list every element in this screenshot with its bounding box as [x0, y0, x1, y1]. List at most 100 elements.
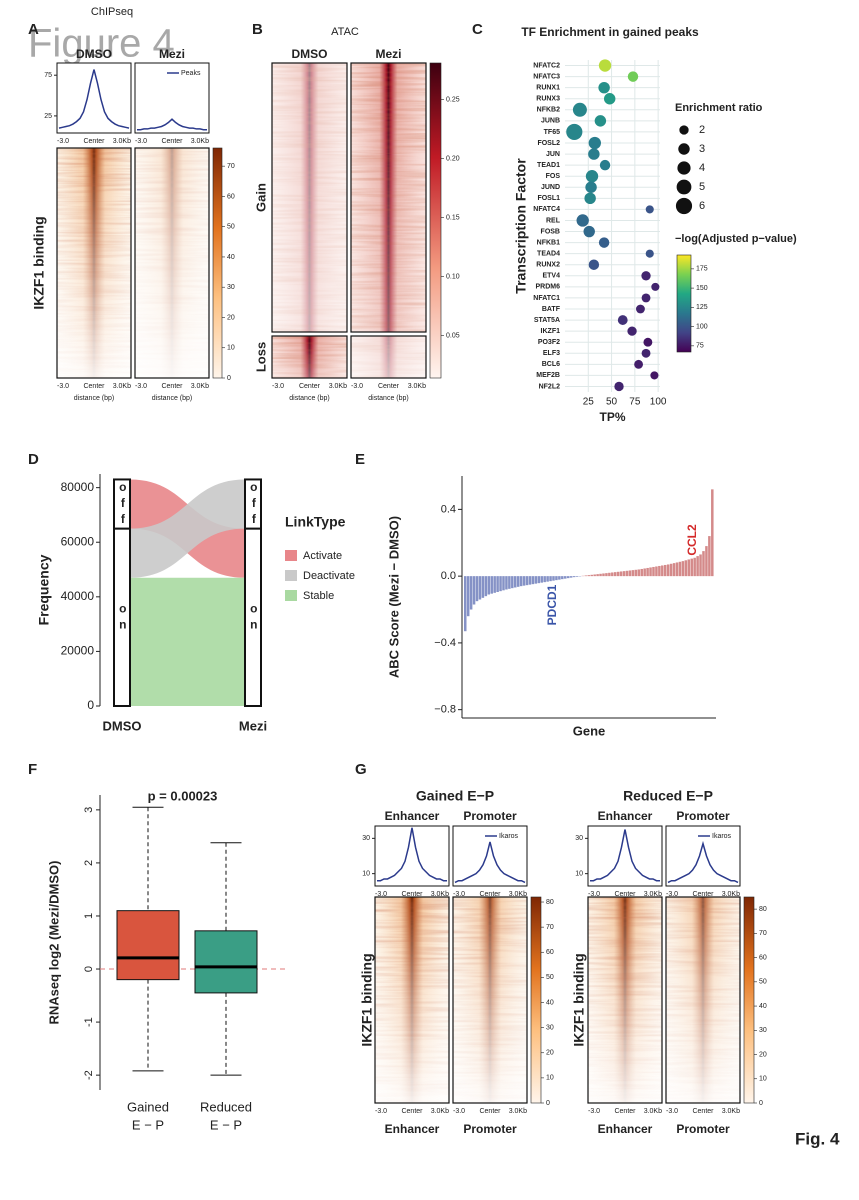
- y-tick-label: 40000: [61, 589, 95, 603]
- heatmap-texture: [666, 897, 740, 1103]
- y-tick-label: PO3F2: [538, 339, 560, 346]
- column-title: DMSO: [292, 47, 328, 61]
- bar: [611, 572, 614, 577]
- y-tick-label: NFATC1: [533, 295, 560, 302]
- colorbar-tick-label: 40: [759, 1003, 767, 1010]
- y-tick-label: FOSL1: [537, 195, 560, 202]
- y-tick-label: JUN: [546, 151, 560, 158]
- colorbar: [743, 896, 755, 1104]
- panel-letter: B: [252, 21, 263, 38]
- bar: [564, 576, 567, 579]
- y-tick-label: 30: [575, 835, 583, 842]
- heatmap-texture: [272, 336, 347, 378]
- dot: [636, 304, 645, 314]
- heatmap-texture: [351, 63, 426, 332]
- column-bottom-label: Promoter: [676, 1122, 730, 1136]
- legend-size-dot: [678, 143, 690, 155]
- node-label: on: [116, 601, 130, 633]
- colorbar-tick-label: 10: [759, 1076, 767, 1083]
- colorbar-tick-label: 0.15: [446, 214, 460, 221]
- heatmap-texture: [272, 63, 347, 332]
- bar: [699, 554, 702, 577]
- bar: [599, 573, 602, 577]
- panel-letter: C: [472, 21, 483, 38]
- heatmap-frame: [452, 896, 528, 1104]
- y-tick-label: 1: [83, 913, 95, 919]
- x-tick-label: -3.0: [57, 138, 69, 145]
- heatmap-frame: [271, 335, 348, 379]
- heatmap: [453, 897, 527, 1103]
- profile-line: [137, 118, 207, 131]
- bar: [464, 576, 467, 632]
- colorbar: [676, 254, 692, 353]
- colorbar-tick-label: 10: [227, 345, 235, 352]
- colorbar-tick-label: 70: [546, 924, 554, 931]
- bar: [511, 576, 514, 589]
- column-bottom-label: Enhancer: [598, 1122, 653, 1136]
- x-tick-sublabel: E − P: [210, 1117, 242, 1132]
- bar: [549, 576, 552, 582]
- dot: [641, 271, 651, 281]
- dot: [617, 315, 628, 325]
- legend-label: 5: [699, 181, 705, 193]
- bar: [525, 576, 529, 586]
- x-tick-label: Gained: [127, 1099, 169, 1114]
- bar: [475, 576, 479, 602]
- profile-frame: [374, 825, 450, 887]
- bar: [505, 576, 508, 590]
- bar: [672, 563, 676, 577]
- x-tick-label: 3.0Kb: [329, 383, 347, 390]
- colorbar-tick-label: 0.05: [446, 332, 460, 339]
- colorbar: [212, 147, 223, 379]
- column-title: Promoter: [676, 809, 730, 823]
- annotation: CCL2: [685, 524, 699, 556]
- y-tick-label: RUNX3: [536, 96, 560, 103]
- x-tick-label: Center: [479, 891, 501, 898]
- heatmap: [351, 336, 426, 378]
- flow: [130, 577, 245, 706]
- y-tick-label: BATF: [542, 306, 561, 313]
- colorbar-tick-label: 40: [227, 254, 235, 261]
- x-tick-sublabel: E − P: [132, 1117, 164, 1132]
- colorbar-tick-label: 60: [546, 949, 554, 956]
- x-tick-label: Center: [161, 138, 183, 145]
- colorbar-tick-label: 50: [227, 224, 235, 231]
- bar: [496, 576, 499, 592]
- bar: [687, 559, 691, 577]
- y-axis-label: Transcription Factor: [513, 158, 529, 294]
- x-tick-label: -3.0: [453, 1108, 465, 1115]
- flow: [130, 479, 245, 578]
- x-tick-label: Center: [161, 383, 183, 390]
- x-tick-label: 3.0Kb: [722, 1108, 740, 1115]
- x-tick-label: -3.0: [272, 383, 284, 390]
- dot: [585, 181, 597, 193]
- column-bottom-label: Enhancer: [385, 1122, 440, 1136]
- dot: [627, 71, 639, 82]
- colorbar-tick-label: 80: [546, 899, 554, 906]
- bar: [566, 576, 570, 579]
- y-axis-label: IKZF1 binding: [31, 216, 47, 309]
- bar: [693, 557, 696, 577]
- legend-swatch: [285, 570, 297, 581]
- x-tick-label: -3.0: [351, 383, 363, 390]
- figure-footer: Fig. 4: [795, 1129, 840, 1148]
- stage-label: DMSO: [103, 718, 142, 733]
- colorbar-tick-label: 30: [546, 1024, 554, 1031]
- group-title: Reduced E−P: [623, 788, 713, 804]
- bar: [575, 576, 579, 577]
- node-box: [244, 478, 262, 530]
- bar: [466, 576, 470, 617]
- colorbar: [530, 896, 542, 1104]
- colorbar-tick-label: 0.10: [446, 273, 460, 280]
- y-tick-label: NFATC4: [533, 206, 560, 213]
- bar: [696, 556, 699, 577]
- x-tick-label: 3.0Kb: [644, 891, 662, 898]
- x-tick-label: 3.0Kb: [509, 891, 527, 898]
- column-title: Enhancer: [385, 809, 440, 823]
- colorbar-tick-label: 70: [759, 930, 767, 937]
- colorbar-tick-label: 20: [227, 314, 235, 321]
- x-tick-label: Center: [614, 891, 636, 898]
- y-tick-label: 0: [87, 698, 94, 712]
- dot: [645, 249, 654, 258]
- y-tick-label: JUND: [541, 184, 560, 191]
